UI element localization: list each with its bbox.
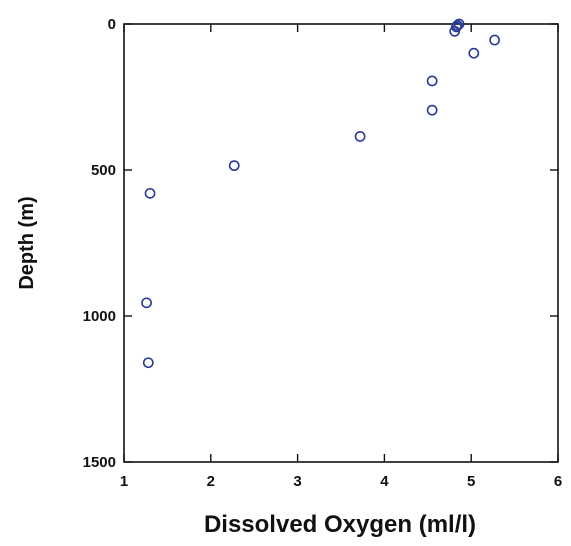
x-tick-label: 5 [467, 473, 475, 490]
x-tick-label: 2 [207, 473, 215, 490]
data-point [426, 75, 438, 87]
y-axis-title: Depth (m) [16, 196, 38, 289]
data-points [141, 18, 501, 369]
y-tick-label: 0 [108, 16, 116, 33]
data-point [141, 297, 152, 309]
x-axis-title: Dissolved Oxygen (ml/l) [204, 511, 476, 538]
data-point [142, 357, 154, 369]
plot-frame [123, 23, 559, 463]
plot-area-border [123, 23, 559, 463]
x-tick-label: 6 [554, 473, 562, 490]
data-point [354, 131, 366, 142]
x-tick-label: 3 [293, 473, 301, 490]
y-tick-label: 500 [91, 162, 116, 179]
data-point [468, 47, 480, 59]
y-tick-label: 1000 [83, 308, 116, 325]
data-point [489, 34, 501, 46]
x-tick-label: 1 [120, 473, 128, 490]
data-point [228, 160, 240, 172]
x-axis-ticks: 1 2 3 4 5 6 [120, 24, 562, 490]
y-axis-ticks: 0 500 1000 1500 [83, 16, 558, 471]
y-tick-label: 1500 [83, 454, 116, 471]
data-point [144, 187, 156, 199]
data-point [449, 25, 461, 37]
data-point [426, 104, 438, 116]
x-tick-label: 4 [380, 473, 389, 490]
